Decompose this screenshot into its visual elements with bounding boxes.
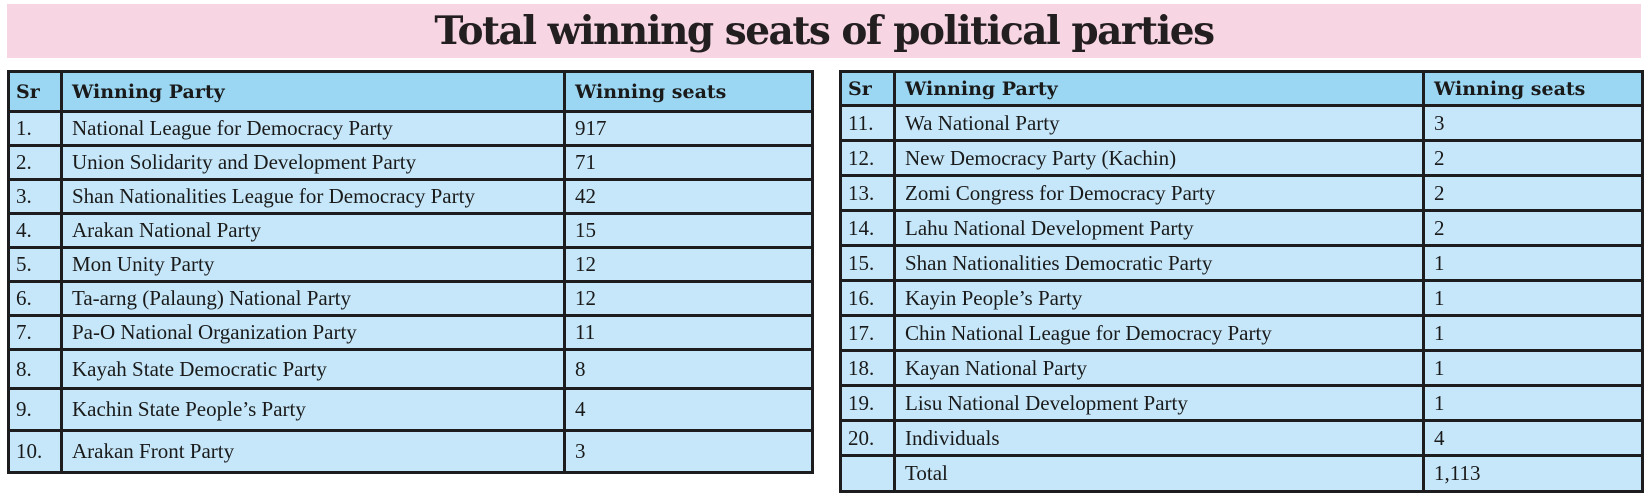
party-cell: Kachin State People’s Party (60, 387, 566, 432)
party-cell: New Democracy Party (Kachin) (893, 139, 1425, 177)
table-row: 9. Kachin State People’s Party 4 (7, 387, 814, 432)
table-row: 14. Lahu National Development Party 2 (839, 209, 1644, 247)
seats-cell: 1 (1422, 244, 1644, 282)
party-cell: Shan Nationalities Democratic Party (893, 244, 1425, 282)
sr-cell: 1. (7, 110, 63, 147)
sr-cell: 10. (7, 429, 63, 474)
sr-cell: 11. (839, 104, 896, 142)
seats-table-right: Sr Winning Party Winning seats 11. Wa Na… (839, 70, 1644, 493)
table-header-row: Sr Winning Party Winning seats (839, 70, 1644, 107)
seats-cell: 12 (563, 246, 814, 283)
seats-cell: 8 (563, 348, 814, 390)
sr-cell: 18. (839, 349, 896, 387)
page-title: Total winning seats of political parties (434, 8, 1215, 54)
sr-cell: 5. (7, 246, 63, 283)
seats-cell: 3 (1422, 104, 1644, 142)
column-header-sr: Sr (839, 70, 896, 107)
table-row: 17. Chin National League for Democracy P… (839, 314, 1644, 352)
seats-cell: 12 (563, 280, 814, 317)
table-row: 19. Lisu National Development Party 1 (839, 384, 1644, 422)
party-cell: Individuals (893, 419, 1425, 457)
table-row: 20. Individuals 4 (839, 419, 1644, 457)
seats-cell: 917 (563, 110, 814, 147)
party-cell: Kayin People’s Party (893, 279, 1425, 317)
party-cell: Kayah State Democratic Party (60, 348, 566, 390)
table-row: 2. Union Solidarity and Development Part… (7, 144, 814, 181)
sr-cell: 2. (7, 144, 63, 181)
sr-cell: 17. (839, 314, 896, 352)
sr-cell: 16. (839, 279, 896, 317)
column-header-sr: Sr (7, 70, 63, 113)
table-row: 6. Ta-arng (Palaung) National Party 12 (7, 280, 814, 317)
sr-cell: 6. (7, 280, 63, 317)
sr-cell: 8. (7, 348, 63, 390)
table-row: 11. Wa National Party 3 (839, 104, 1644, 142)
sr-cell: 14. (839, 209, 896, 247)
sr-cell: 13. (839, 174, 896, 212)
column-header-seats: Winning seats (1422, 70, 1644, 107)
seats-cell: 71 (563, 144, 814, 181)
party-cell: Wa National Party (893, 104, 1425, 142)
seats-cell: 1 (1422, 384, 1644, 422)
sr-cell: 15. (839, 244, 896, 282)
party-cell: Mon Unity Party (60, 246, 566, 283)
seats-cell: 2 (1422, 174, 1644, 212)
party-cell: National League for Democracy Party (60, 110, 566, 147)
party-cell: Shan Nationalities League for Democracy … (60, 178, 566, 215)
party-cell: Chin National League for Democracy Party (893, 314, 1425, 352)
seats-cell: 3 (563, 429, 814, 474)
column-header-party: Winning Party (60, 70, 566, 113)
sr-cell (839, 454, 896, 493)
sr-cell: 4. (7, 212, 63, 249)
sr-cell: 9. (7, 387, 63, 432)
column-header-party: Winning Party (893, 70, 1425, 107)
seats-cell: 1 (1422, 279, 1644, 317)
seats-cell: 15 (563, 212, 814, 249)
seats-table-left: Sr Winning Party Winning seats 1. Nation… (7, 70, 814, 474)
total-label-cell: Total (893, 454, 1425, 493)
seats-cell: 2 (1422, 209, 1644, 247)
table-total-row: Total 1,113 (839, 454, 1644, 493)
party-cell: Ta-arng (Palaung) National Party (60, 280, 566, 317)
party-cell: Zomi Congress for Democracy Party (893, 174, 1425, 212)
seats-cell: 1 (1422, 349, 1644, 387)
party-cell: Kayan National Party (893, 349, 1425, 387)
table-row: 1. National League for Democracy Party 9… (7, 110, 814, 147)
seats-cell: 4 (563, 387, 814, 432)
table-row: 5. Mon Unity Party 12 (7, 246, 814, 283)
table-row: 8. Kayah State Democratic Party 8 (7, 348, 814, 390)
column-header-seats: Winning seats (563, 70, 814, 113)
table-row: 16. Kayin People’s Party 1 (839, 279, 1644, 317)
party-cell: Lahu National Development Party (893, 209, 1425, 247)
sr-cell: 7. (7, 314, 63, 351)
seats-cell: 11 (563, 314, 814, 351)
sr-cell: 20. (839, 419, 896, 457)
seats-cell: 4 (1422, 419, 1644, 457)
party-cell: Arakan National Party (60, 212, 566, 249)
table-row: 12. New Democracy Party (Kachin) 2 (839, 139, 1644, 177)
party-cell: Lisu National Development Party (893, 384, 1425, 422)
table-row: 18. Kayan National Party 1 (839, 349, 1644, 387)
table-row: 7. Pa-O National Organization Party 11 (7, 314, 814, 351)
total-seats-cell: 1,113 (1422, 454, 1644, 493)
party-cell: Arakan Front Party (60, 429, 566, 474)
title-banner: Total winning seats of political parties (7, 4, 1641, 58)
table-row: 13. Zomi Congress for Democracy Party 2 (839, 174, 1644, 212)
sr-cell: 3. (7, 178, 63, 215)
table-row: 4. Arakan National Party 15 (7, 212, 814, 249)
table-row: 10. Arakan Front Party 3 (7, 429, 814, 474)
sr-cell: 12. (839, 139, 896, 177)
seats-cell: 1 (1422, 314, 1644, 352)
seats-cell: 2 (1422, 139, 1644, 177)
party-cell: Pa-O National Organization Party (60, 314, 566, 351)
table-header-row: Sr Winning Party Winning seats (7, 70, 814, 113)
table-row: 15. Shan Nationalities Democratic Party … (839, 244, 1644, 282)
seats-cell: 42 (563, 178, 814, 215)
sr-cell: 19. (839, 384, 896, 422)
table-row: 3. Shan Nationalities League for Democra… (7, 178, 814, 215)
party-cell: Union Solidarity and Development Party (60, 144, 566, 181)
